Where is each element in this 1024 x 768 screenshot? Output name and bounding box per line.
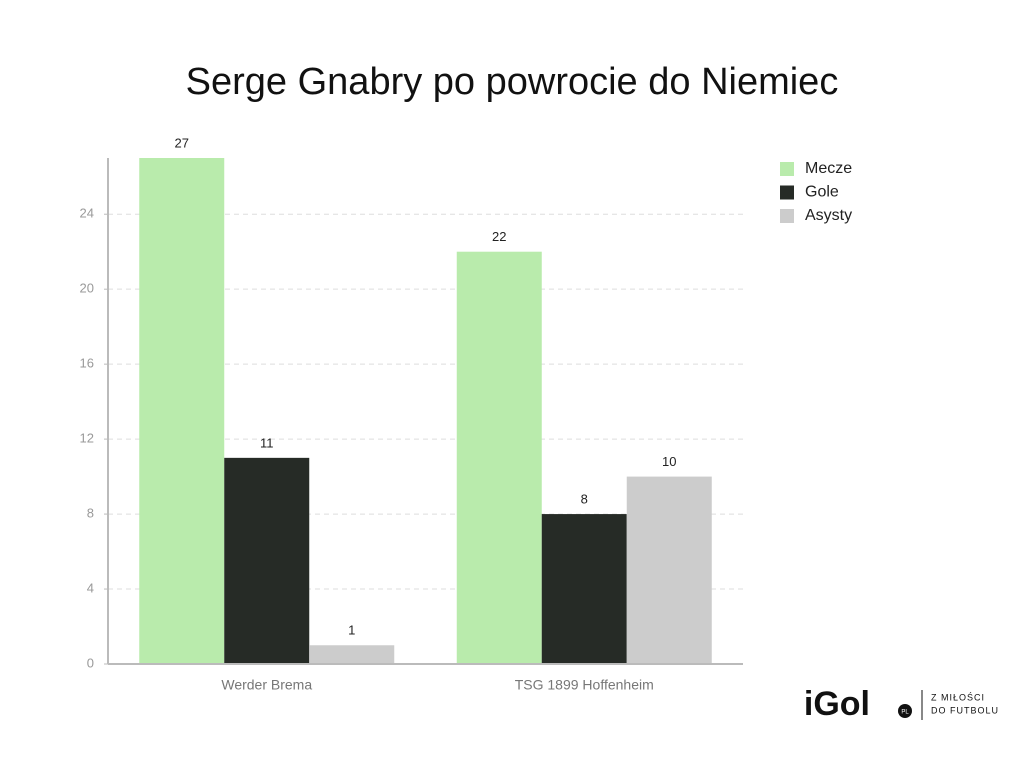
logo-badge-text: PL [901,710,909,716]
logo-tagline: Z MIŁOŚCI [931,691,985,702]
y-tick-label: 4 [87,580,94,595]
logo-badge [898,704,912,718]
y-tick-label: 8 [87,506,94,521]
bar [626,476,712,664]
data-label: 27 [175,135,189,150]
x-tick-label: Werder Brema [221,677,312,693]
data-label: 8 [581,492,588,507]
data-label: 11 [260,435,274,450]
logo-tagline: DO FUTBOLU [931,705,999,715]
bar [309,645,395,664]
legend-label: Mecze [805,160,852,177]
legend-swatch [780,209,794,223]
y-tick-label: 24 [80,206,94,221]
y-tick-label: 0 [87,655,94,670]
chart-title: Serge Gnabry po powrocie do Niemiec [186,61,839,103]
bar [456,251,542,664]
y-tick-label: 20 [80,281,94,296]
bar [139,158,225,664]
y-tick-label: 12 [80,431,94,446]
logo: iGol [804,685,870,723]
data-label: 10 [662,454,676,469]
legend-label: Asysty [805,207,852,224]
data-label: 22 [492,229,506,244]
legend-swatch [780,162,794,176]
y-tick-label: 16 [80,356,94,371]
x-tick-label: TSG 1899 Hoffenheim [515,677,654,693]
bar [541,514,627,664]
legend-swatch [780,185,794,200]
bar [224,457,310,664]
legend-label: Gole [805,184,839,201]
data-label: 1 [348,623,355,638]
